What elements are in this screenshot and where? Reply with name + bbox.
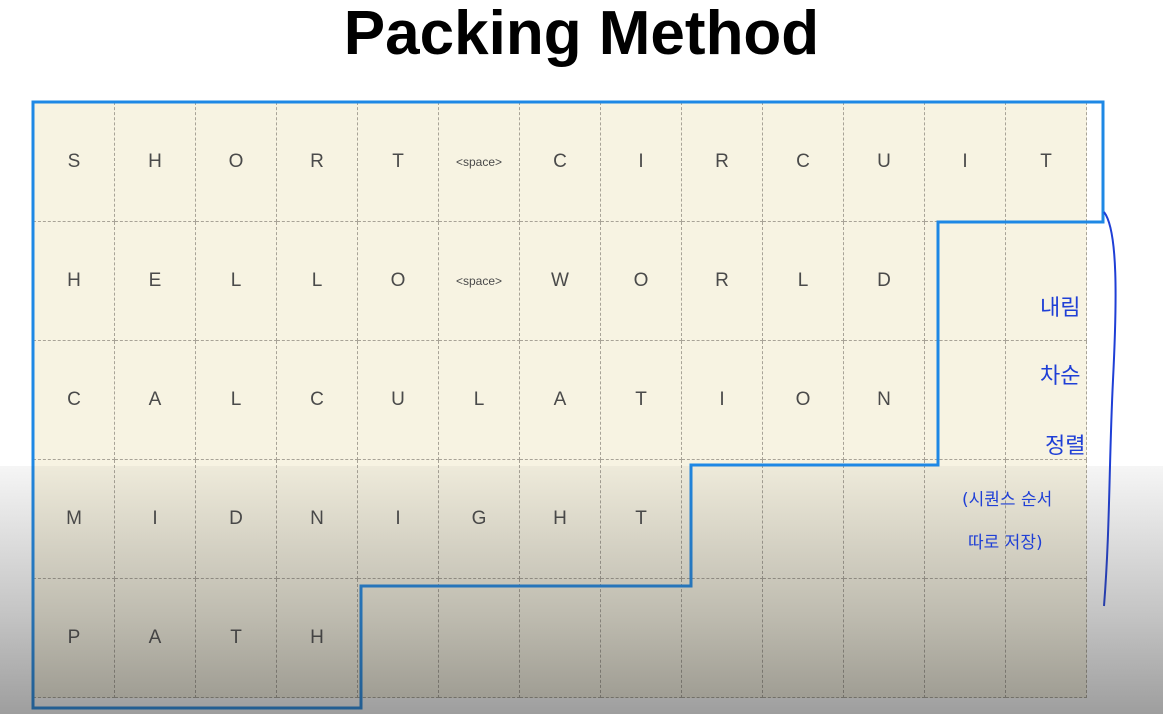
padding-cell: [1005, 340, 1087, 460]
token-cell: O: [762, 340, 844, 460]
token-cell: A: [114, 578, 196, 698]
grid-row: S H O R T <space> C I R C U I T: [33, 102, 1087, 222]
token-cell: S: [33, 102, 115, 222]
token-cell: T: [1005, 102, 1087, 222]
token-cell: H: [276, 578, 358, 698]
padding-cell: [924, 459, 1006, 579]
annotation-line-1: 내림: [1040, 296, 1081, 321]
token-cell: E: [114, 221, 196, 341]
padding-cell: [681, 459, 763, 579]
token-cell: L: [276, 221, 358, 341]
annotation-line-4: (시퀀스 순서: [962, 490, 1053, 510]
padding-cell: [843, 578, 925, 698]
packing-table: S H O R T <space> C I R C U I T H E L L O <space> W O R L D C A L C…: [33, 102, 1087, 698]
token-cell: L: [438, 340, 520, 460]
token-cell: U: [357, 340, 439, 460]
token-cell: A: [114, 340, 196, 460]
token-cell: T: [600, 459, 682, 579]
token-cell: I: [357, 459, 439, 579]
padding-cell: [1005, 221, 1087, 341]
handwritten-bracket: [1103, 211, 1117, 607]
token-cell: <space>: [438, 221, 520, 341]
token-cell: U: [843, 102, 925, 222]
token-cell: A: [519, 340, 601, 460]
token-cell: H: [114, 102, 196, 222]
padding-cell: [600, 578, 682, 698]
padding-cell: [762, 459, 844, 579]
token-cell: N: [276, 459, 358, 579]
token-cell: L: [195, 221, 277, 341]
token-cell: C: [33, 340, 115, 460]
token-cell: H: [519, 459, 601, 579]
token-cell: G: [438, 459, 520, 579]
token-cell: C: [519, 102, 601, 222]
padding-cell: [1005, 459, 1087, 579]
token-cell: D: [843, 221, 925, 341]
token-cell: I: [114, 459, 196, 579]
page-title: Packing Method: [343, 0, 820, 68]
token-cell: O: [357, 221, 439, 341]
token-cell: P: [33, 578, 115, 698]
padding-cell: [762, 578, 844, 698]
packing-grid: S H O R T <space> C I R C U I T H E L L O <space> W O R L D C A L C…: [33, 102, 1087, 698]
token-cell: M: [33, 459, 115, 579]
token-cell: R: [681, 102, 763, 222]
packed-sequences-outline: [31, 100, 1105, 710]
token-cell: T: [357, 102, 439, 222]
token-cell: L: [762, 221, 844, 341]
padding-cell: [681, 578, 763, 698]
token-cell: W: [519, 221, 601, 341]
token-cell: R: [276, 102, 358, 222]
annotation-line-5: 따로 저장): [968, 533, 1043, 553]
padding-cell: [519, 578, 601, 698]
token-cell: C: [762, 102, 844, 222]
token-cell: T: [195, 578, 277, 698]
annotation-line-2: 차순: [1040, 364, 1081, 389]
token-cell: R: [681, 221, 763, 341]
token-cell: H: [33, 221, 115, 341]
annotation-line-3: 정렬: [1045, 434, 1086, 459]
token-cell: I: [600, 102, 682, 222]
padding-cell: [357, 578, 439, 698]
padding-cell: [1005, 578, 1087, 698]
padding-cell: [924, 578, 1006, 698]
token-cell: T: [600, 340, 682, 460]
token-cell: N: [843, 340, 925, 460]
padding-cell: [843, 459, 925, 579]
token-cell: O: [600, 221, 682, 341]
